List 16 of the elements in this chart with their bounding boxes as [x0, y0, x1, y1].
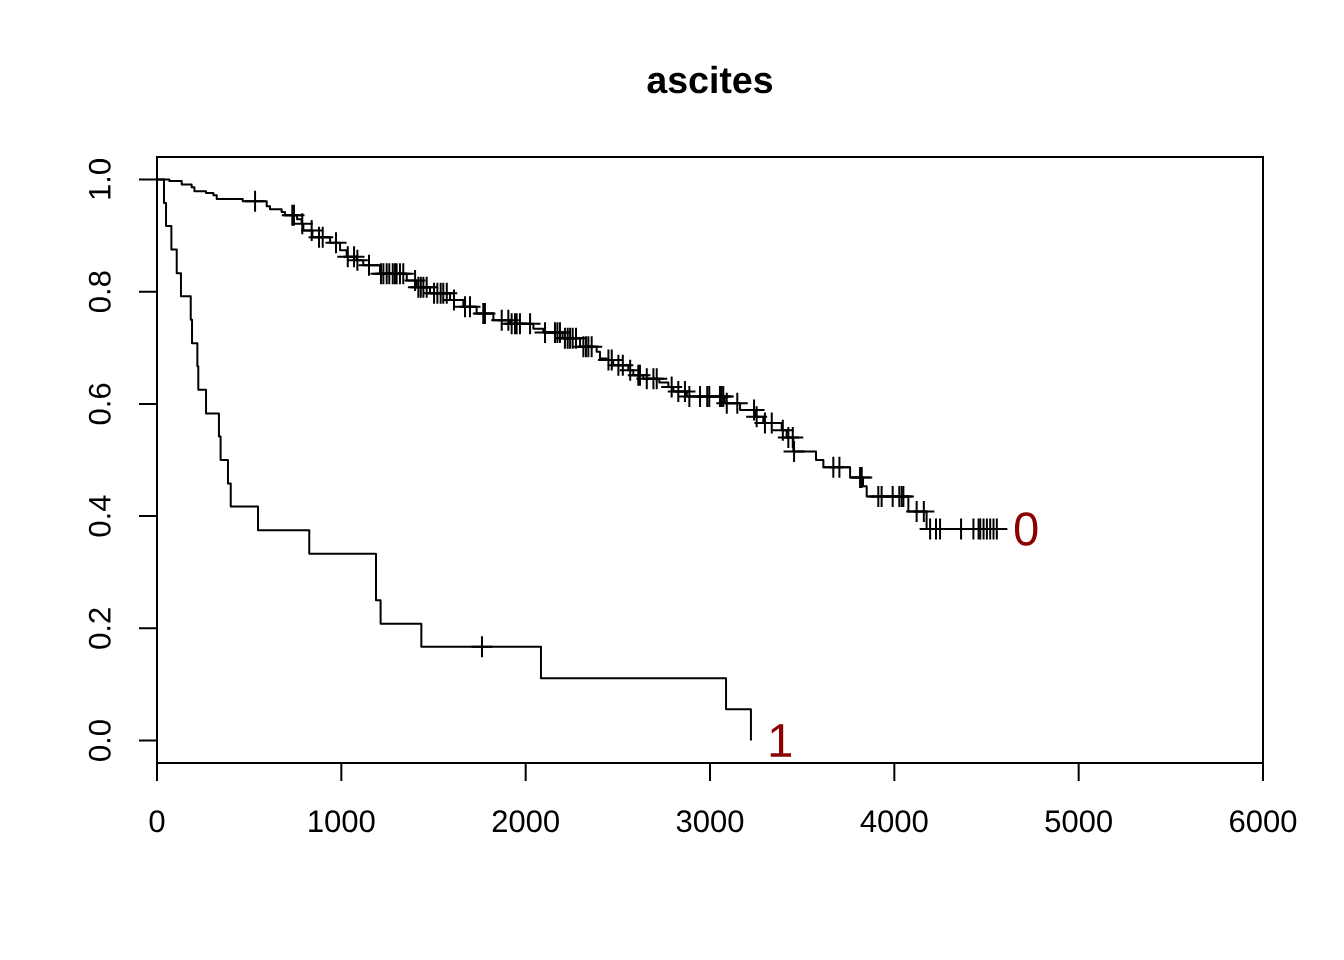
annotation: 1: [770, 724, 792, 757]
x-tick-label: 2000: [492, 810, 559, 833]
y-tick-label: 0.0: [88, 720, 111, 761]
y-tick-label: 0.4: [88, 495, 111, 537]
y-tick-label: 0.8: [88, 271, 111, 312]
y-tick-label: 1.0: [88, 159, 111, 199]
x-tick-label: 3000: [676, 810, 744, 833]
y-tick-label: 0.6: [88, 383, 111, 425]
x-tick-label: 0: [149, 810, 165, 833]
x-tick-label: 4000: [860, 810, 928, 833]
y-tick-label: 0.2: [88, 608, 111, 649]
chart-title: ascites: [647, 65, 773, 94]
x-tick-label: 5000: [1045, 810, 1112, 833]
x-tick-label: 1000: [309, 810, 375, 833]
x-tick-label: 6000: [1230, 810, 1297, 833]
annotation: 0: [1014, 512, 1038, 546]
